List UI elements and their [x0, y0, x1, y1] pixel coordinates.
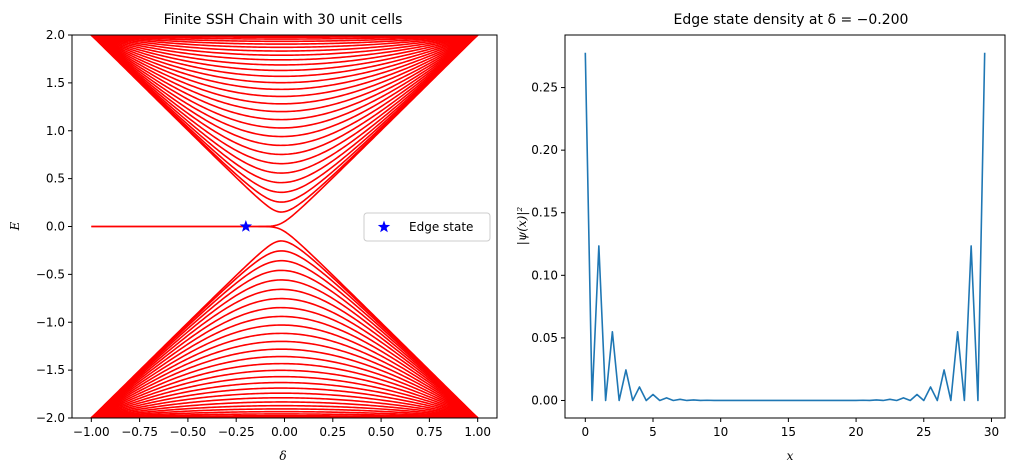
energy-band-33: [90, 35, 479, 194]
chart1-xtick-label: −1.00: [73, 425, 110, 439]
energy-band-52: [91, 35, 478, 52]
energy-band-36: [90, 35, 479, 165]
energy-band-8: [91, 396, 478, 418]
chart2-xtick-label: 0: [581, 425, 589, 439]
chart2-xtick-label: 15: [781, 425, 796, 439]
energy-band-6: [91, 404, 478, 418]
chart1-ytick-label: −2.0: [36, 411, 65, 425]
chart1-ytick-label: −0.5: [36, 267, 65, 281]
energy-band-11: [91, 381, 478, 418]
energy-band-45: [90, 35, 479, 91]
chart1-xtick-label: 0.75: [416, 425, 443, 439]
energy-band-20: [90, 315, 479, 418]
energy-band-50: [91, 35, 478, 61]
chart2-ytick-label: 0.00: [531, 393, 558, 407]
energy-band-55: [91, 35, 478, 43]
legend-entry-edge-state: Edge state: [409, 220, 473, 234]
chart1-xtick-label: −0.75: [121, 425, 158, 439]
chart2-ytick-label: 0.20: [531, 143, 558, 157]
chart1-plot-area: [90, 35, 479, 418]
energy-band-16: [90, 348, 479, 418]
chart1-ytick-label: 1.5: [46, 76, 65, 90]
chart2-xtick-label: 30: [984, 425, 999, 439]
energy-band-49: [91, 35, 478, 66]
energy-band-3: [91, 413, 478, 418]
chart1-xtick-label: −0.25: [218, 425, 255, 439]
energy-band-51: [91, 35, 478, 57]
legend-frame: [363, 212, 491, 242]
energy-band-4: [91, 410, 478, 418]
energy-band-47: [91, 35, 478, 78]
energy-band-13: [90, 369, 478, 418]
chart2-xtick-label: 25: [916, 425, 931, 439]
energy-band-19: [90, 324, 479, 418]
energy-band-7: [91, 401, 478, 418]
chart1-ytick-label: 0.5: [46, 172, 65, 186]
energy-band-41: [90, 35, 479, 121]
chart2-axes: 0 5 10 15 20 25 30 0.00 0.05 0.10 0.15 0.20 0.25: [531, 34, 1006, 439]
chart1-xtick-label: 0.50: [368, 425, 395, 439]
chart1-xlabel: δ: [279, 449, 286, 463]
chart1-xtick-label: −0.50: [170, 425, 207, 439]
energy-band-24: [90, 279, 479, 418]
energy-band-44: [90, 35, 479, 98]
energy-band-14: [90, 362, 479, 418]
chart2-ytick-label: 0.25: [531, 81, 558, 95]
energy-band-54: [91, 35, 478, 45]
chart1-ytick-label: 1.0: [46, 124, 65, 138]
chart2-frame: [564, 34, 1006, 419]
energy-band-38: [90, 35, 479, 147]
chart2-xtick-label: 20: [848, 425, 863, 439]
energy-band-18: [90, 332, 479, 418]
energy-band-34: [90, 35, 479, 184]
chart1-ytick-label: 0.0: [46, 220, 65, 234]
chart1-ytick-label: −1.5: [36, 363, 65, 377]
chart2-title: Edge state density at δ = −0.200: [674, 12, 909, 28]
chart1-axes: −1.00 −0.75 −0.50 −0.25 0.00 0.25 0.50 0.75 1.00…: [36, 28, 498, 439]
density-line: [584, 52, 986, 402]
energy-band-56: [91, 35, 478, 40]
chart1-ylabel: E: [8, 221, 22, 231]
chart2-ylabel: |ψ(x)|²: [515, 207, 529, 246]
energy-band-10: [91, 387, 478, 418]
energy-band-40: [90, 35, 479, 129]
chart1-xtick-label: 0.25: [319, 425, 346, 439]
chart1-title: Finite SSH Chain with 30 unit cells: [164, 12, 403, 28]
chart1-xtick-label: 1.00: [464, 425, 491, 439]
energy-band-9: [91, 392, 478, 418]
energy-band-25: [90, 269, 479, 418]
energy-band-39: [90, 35, 479, 138]
energy-band-22: [90, 297, 479, 418]
chart1-ytick-label: −1.0: [36, 315, 65, 329]
chart2-ytick-label: 0.15: [531, 206, 558, 220]
chart2-xtick-label: 10: [713, 425, 728, 439]
chart1-ytick-label: 2.0: [46, 28, 65, 42]
energy-band-42: [90, 35, 479, 113]
energy-band-12: [91, 375, 478, 418]
energy-band-2: [91, 414, 478, 418]
chart2-xlabel: x: [787, 449, 794, 463]
energy-band-53: [91, 35, 478, 49]
energy-band-37: [90, 35, 479, 156]
chart2-ytick-label: 0.10: [531, 268, 558, 282]
chart-edge-density: Edge state density at δ = −0.200 0 5 10 15 2…: [515, 12, 1006, 463]
energy-band-43: [90, 35, 479, 105]
edge-state-marker: [239, 220, 253, 232]
energy-band-35: [90, 35, 479, 174]
energy-band-48: [91, 35, 478, 72]
chart2-xtick-label: 5: [649, 425, 657, 439]
chart2-plot-area: [584, 52, 986, 402]
chart2-ytick-label: 0.05: [531, 331, 558, 345]
energy-band-15: [90, 355, 479, 418]
legend-star-icon: [377, 220, 391, 233]
energy-band-17: [90, 340, 479, 418]
energy-band-5: [91, 408, 478, 418]
energy-band-46: [90, 35, 478, 84]
chart1-xtick-label: 0.00: [271, 425, 298, 439]
chart1-legend: Edge state: [363, 212, 491, 242]
chart-ssh-spectrum: Finite SSH Chain with 30 unit cells −1.0…: [8, 12, 498, 463]
energy-band-23: [90, 288, 479, 418]
energy-band-21: [90, 306, 479, 418]
